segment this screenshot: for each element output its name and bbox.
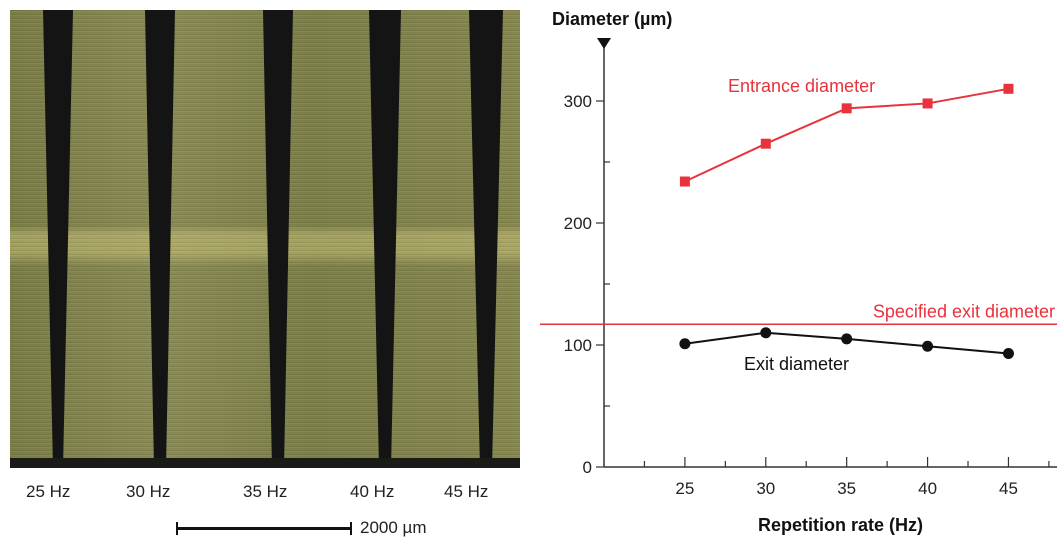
data-point [679,338,691,350]
scale-bar-label: 2000 µm [360,518,427,537]
diameter-chart: Diameter (µm) 0 100 200 300 25 30 35 40 45 Repetit… [540,9,1057,535]
y-tick-label-0: 0 [583,458,592,477]
drilled-hole-2 [145,10,175,468]
x-tick-label-30: 30 [756,479,775,498]
hole-label-35: 35 Hz [243,482,288,501]
x-tick-label-25: 25 [675,479,694,498]
y-axis-arrow [597,38,611,49]
data-point [922,340,934,352]
x-axis-title: Repetition rate (Hz) [758,515,923,535]
hole-label-45: 45 Hz [444,482,489,501]
series-label-1: Exit diameter [744,354,849,374]
hole-label-40: 40 Hz [350,482,395,501]
hole-label-30: 30 Hz [126,482,171,501]
hole-label-25: 25 Hz [26,482,71,501]
data-point [841,333,853,345]
data-point [760,327,772,339]
data-point [1003,83,1014,94]
drilled-hole-4 [369,10,401,468]
micrograph-bottom-edge [10,458,520,468]
micrograph-image [10,10,520,468]
data-point [760,138,771,149]
data-point [841,103,852,114]
drilled-hole-3 [263,10,293,468]
data-point [922,98,933,109]
x-tick-label-35: 35 [837,479,856,498]
x-tick-label-40: 40 [918,479,937,498]
series-line-0 [684,87,1009,183]
x-tick-label-45: 45 [999,479,1018,498]
reference-line-label: Specified exit diameter [873,301,1055,321]
y-tick-label-200: 200 [564,214,592,233]
data-point [1002,348,1014,360]
y-tick-label-100: 100 [564,336,592,355]
data-point [679,176,690,187]
drilled-hole-5 [469,10,503,468]
drilled-holes [10,10,520,468]
y-axis-title: Diameter (µm) [552,9,672,29]
scale-bar [176,522,352,535]
drilled-hole-1 [43,10,73,468]
y-tick-label-300: 300 [564,92,592,111]
series-label-0: Entrance diameter [728,76,875,96]
